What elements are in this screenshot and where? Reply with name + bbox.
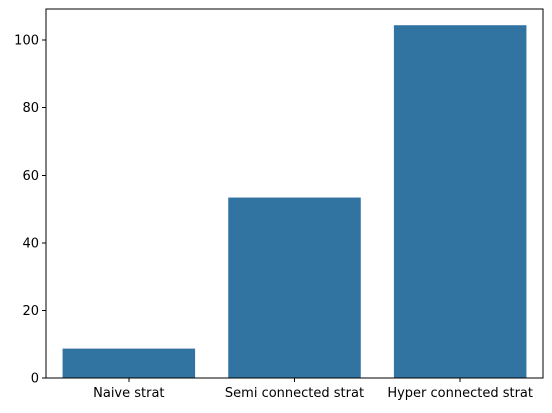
x-axis-ticks: Naive strat Semi connected strat Hyper con… <box>93 378 533 401</box>
y-tick-label: 80 <box>22 101 39 116</box>
y-tick-label: 100 <box>14 34 39 49</box>
x-tick-label: Naive strat <box>93 386 164 401</box>
x-tick-label: Semi connected strat <box>225 386 364 401</box>
y-tick-label: 20 <box>22 304 39 319</box>
bar-naive-strat <box>63 349 196 378</box>
x-tick-label: Hyper connected strat <box>387 386 533 401</box>
y-tick-label: 60 <box>22 169 39 184</box>
y-axis-ticks: 0 20 40 60 80 100 <box>14 34 46 387</box>
plot-area: 0 20 40 60 80 100 Naive strat Semi connected s… <box>14 9 543 401</box>
bar-semi-connected-strat <box>228 198 361 378</box>
bars-group <box>63 25 527 378</box>
bar-hyper-connected-strat <box>394 25 527 378</box>
y-tick-label: 40 <box>22 236 39 251</box>
y-tick-label: 0 <box>31 372 39 387</box>
